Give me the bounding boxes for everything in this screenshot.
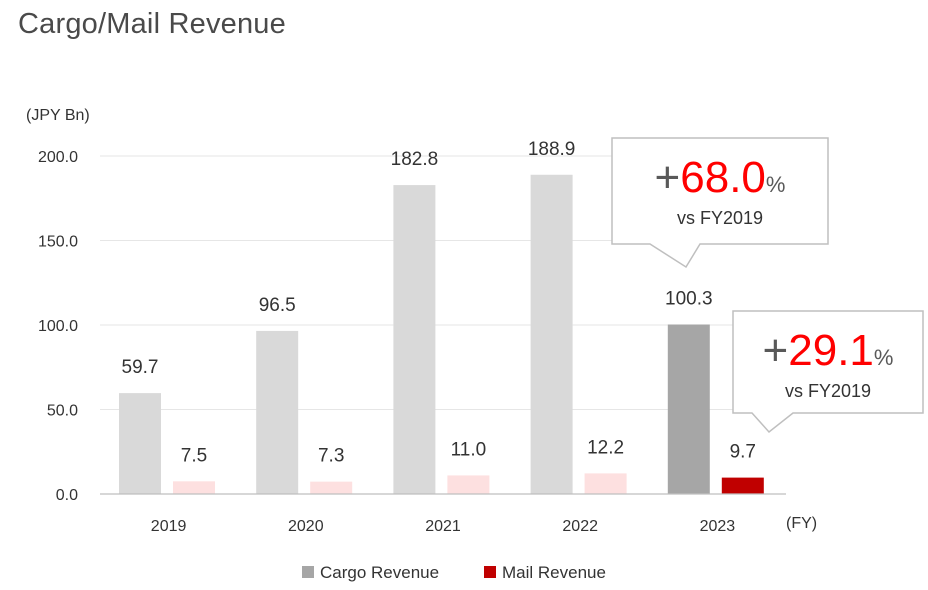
y-tick-label: 0.0	[56, 487, 78, 504]
page-title: Cargo/Mail Revenue	[18, 8, 286, 40]
y-unit-label: (JPY Bn)	[26, 107, 90, 124]
y-tick-label: 200.0	[38, 149, 78, 166]
cargo-callout-value: 68.0	[680, 153, 766, 202]
mail-callout-box	[732, 310, 924, 434]
y-tick-label: 150.0	[38, 234, 78, 251]
cargo-value-label-2020: 96.5	[259, 295, 296, 316]
cargo-bar-2023	[667, 324, 710, 494]
mail-value-label-2023: 9.7	[730, 442, 756, 463]
mail-callout-percent-sign: %	[874, 345, 894, 370]
cargo-legend-label: Cargo Revenue	[320, 563, 439, 582]
mail-bar-2023	[721, 477, 764, 494]
cargo-bar-2019	[119, 393, 161, 494]
mail-callout-percent: +29.1%	[763, 326, 894, 375]
cargo-value-label-2023: 100.3	[665, 288, 713, 309]
mail-bar-2022	[584, 473, 627, 494]
mail-legend-label: Mail Revenue	[502, 563, 606, 582]
mail-value-label-2020: 7.3	[318, 446, 344, 467]
cargo-callout-subtext: vs FY2019	[677, 208, 763, 228]
cargo-callout-sign: +	[655, 153, 681, 202]
mail-bar-2020	[310, 481, 353, 494]
y-tick-label: 100.0	[38, 318, 78, 335]
mail-value-label-2021: 11.0	[451, 439, 487, 460]
cargo-bar-2020	[256, 330, 299, 494]
mail-value-label-2019: 7.5	[181, 445, 207, 466]
cargo-value-label-2019: 59.7	[122, 357, 159, 378]
mail-callout-subtext: vs FY2019	[785, 381, 871, 401]
x-tick-label-2022: 2022	[562, 518, 598, 535]
mail-legend-swatch	[484, 566, 496, 578]
y-tick-label: 50.0	[47, 403, 78, 420]
cargo-bar-2022	[530, 174, 573, 494]
mail-bar-2021	[447, 475, 490, 494]
mail-bar-2019	[173, 481, 215, 494]
cargo-callout-percent: +68.0%	[655, 153, 786, 202]
cargo-callout-percent-sign: %	[766, 172, 786, 197]
mail-callout-sign: +	[763, 326, 789, 375]
cargo-value-label-2021: 182.8	[391, 149, 439, 170]
cargo-value-label-2022: 188.9	[528, 139, 576, 160]
mail-callout-value: 29.1	[788, 326, 874, 375]
cargo-bar-2021	[393, 185, 436, 494]
x-tick-label-2021: 2021	[425, 518, 461, 535]
mail-value-label-2022: 12.2	[587, 437, 624, 458]
x-tick-label-2023: 2023	[700, 518, 736, 535]
x-tick-label-2020: 2020	[288, 518, 324, 535]
x-tick-label-2019: 2019	[151, 518, 187, 535]
cargo-legend-swatch	[302, 566, 314, 578]
x-unit-label: (FY)	[786, 515, 817, 532]
cargo-callout-box	[611, 137, 829, 269]
